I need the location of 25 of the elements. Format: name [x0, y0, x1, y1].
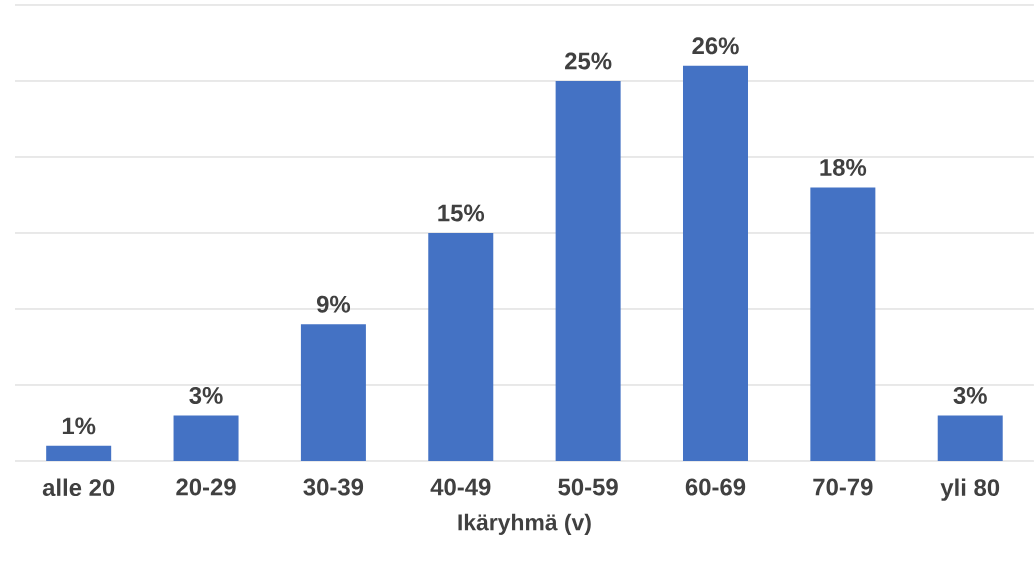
- x-tick-label: alle 20: [42, 478, 115, 497]
- data-label: 3%: [953, 386, 987, 404]
- bar: [46, 445, 112, 461]
- x-tick-label: 60-69: [685, 478, 746, 496]
- x-tick-label: 50-59: [558, 478, 618, 496]
- bar: [428, 233, 494, 461]
- data-label: 3%: [189, 386, 223, 404]
- data-label: 9%: [316, 295, 351, 313]
- bar: [810, 187, 876, 461]
- x-tick-label: 70-79: [813, 478, 873, 496]
- bar: [555, 81, 621, 461]
- data-label: 26%: [692, 37, 739, 55]
- data-label: 18%: [820, 158, 867, 176]
- x-axis-title: Ikäryhmä (v): [458, 513, 591, 535]
- data-label: 25%: [565, 52, 612, 70]
- bar: [173, 415, 239, 461]
- x-tick-label: 20-29: [176, 478, 236, 496]
- bar: [682, 65, 748, 461]
- bar: [937, 415, 1003, 461]
- x-tick-label: 30-39: [303, 478, 364, 496]
- bar: [300, 324, 366, 461]
- x-tick-label: yli 80: [940, 478, 1000, 501]
- data-label: 15%: [438, 204, 485, 222]
- x-tick-label: 40-49: [430, 478, 491, 496]
- data-label: 1%: [62, 417, 96, 435]
